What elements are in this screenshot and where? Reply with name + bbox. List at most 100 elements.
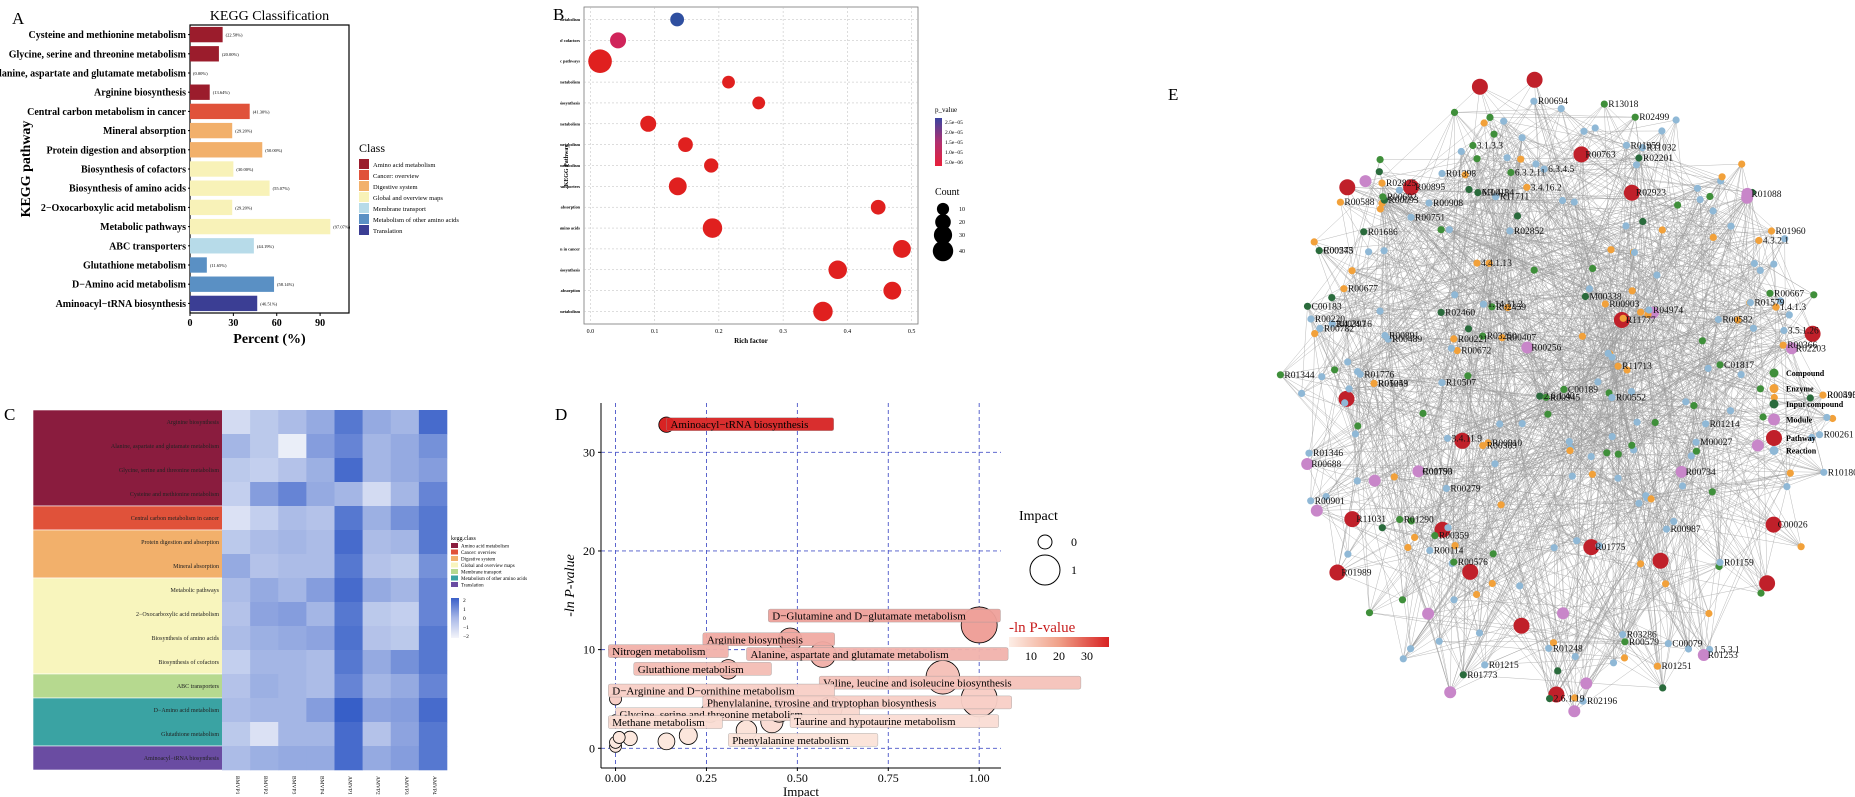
network-edge [1379,171,1813,334]
network-node-label: M00338 [1589,293,1621,303]
network-node [1471,78,1488,95]
network-edge [1611,357,1614,663]
network-edge [1702,238,1785,341]
heatmap-cell [222,578,251,603]
network-edge [1381,203,1697,443]
network-node [1459,671,1467,679]
network-edge [1557,423,1706,671]
y-tick-label: Cysteine and methionine metabolism [560,142,581,147]
network-edge [1360,374,1540,397]
column-label: BMVP1 [234,776,240,795]
legend-swatch [359,159,369,169]
network-edge [1617,397,1811,479]
colorbar-label: 20 [1053,649,1065,663]
network-node [1513,212,1522,220]
network-node-label: C00183 [1312,302,1342,312]
network-node [1298,389,1306,397]
network-node [1462,563,1479,580]
network-edge [1638,157,1738,321]
network-edge [1467,375,1592,548]
heatmap-cell [278,746,307,771]
network-edge [1441,382,1824,473]
row-label: Cysteine and methionine metabolism [130,492,219,498]
bar-data-label: (0.00%) [193,71,208,76]
heatmap-cell [334,602,363,627]
network-edge [1387,338,1483,446]
network-node [1390,473,1398,481]
network-node [1307,315,1315,323]
network-edge [1461,151,1634,253]
network-edge [1344,112,1455,403]
network-edge [1463,314,1649,675]
network-node [1631,113,1639,121]
network-node [1354,422,1362,430]
heatmap-cell [418,554,448,579]
network-edge [1554,456,1592,548]
network-node [1376,156,1384,164]
network-edge [1500,414,1549,505]
heatmap-cell [222,698,251,723]
y-axis-label: KEGG pathway [19,121,34,218]
heatmap-cell [334,482,363,507]
network-node-label: R00114 [1434,547,1464,557]
network-edge [1451,348,1454,563]
point-label: Phenylalanine, tyrosine and tryptophan b… [707,697,936,709]
network-node [1484,439,1492,447]
heatmap-cell [306,602,335,627]
network-edge [1712,417,1827,492]
network-edge [1492,249,1612,584]
network-node [1554,667,1562,675]
heatmap-cell [334,722,363,747]
network-node [1474,189,1482,197]
network-edge [1493,134,1721,182]
network-node [1630,248,1638,256]
network-edge [1662,473,1791,688]
network-node [1664,640,1672,648]
network-edge [1381,182,1528,348]
network-node-label: R00694 [1538,97,1568,107]
x-axis-label: Rich factor [734,337,768,345]
network-node-label: R00366 [1787,341,1817,351]
network-edge [1308,453,1480,634]
network-node [1549,639,1558,647]
data-point [883,281,902,300]
network-edge [1660,560,1704,656]
data-point [668,177,687,196]
network-edge [1363,231,1694,406]
network-node-label: R01775 [1595,543,1625,553]
network-edge [1347,145,1474,363]
network-edges [1280,79,1833,712]
network-node [1772,303,1780,311]
network-node [1783,483,1791,491]
network-edge [1693,405,1713,492]
network-edge [1522,314,1649,424]
network-node [1637,560,1645,568]
network-edge [1463,225,1627,675]
network-node-label: R04974 [1653,306,1683,316]
heatmap-cell [278,722,307,747]
network-edge [1407,547,1477,595]
colorbar-label: −2 [463,634,469,640]
bar-data-label: (29.20%) [235,129,252,134]
row-label: Glycine, serine and threonine metabolism [119,468,219,474]
network-edge [1310,117,1636,501]
network-edge [1402,348,1452,600]
network-node [1662,525,1671,533]
network-edge [1500,188,1698,505]
size-legend-label: 0 [1071,535,1077,549]
network-node [1570,198,1578,206]
network-edge [1479,302,1751,634]
network-edge [1506,157,1686,402]
network-edge [1383,108,1562,251]
network-edge [1507,137,1523,308]
network-node [1365,609,1374,617]
network-node [1594,378,1602,386]
bar [190,238,254,254]
network-node [1378,524,1386,532]
network-edge [1556,417,1828,695]
network-node-label: R01150 [1422,467,1452,477]
network-edge [1535,163,1637,165]
column-label: BMVP4 [318,776,324,795]
network-edge [1381,183,1395,477]
heatmap-cell [222,674,251,699]
